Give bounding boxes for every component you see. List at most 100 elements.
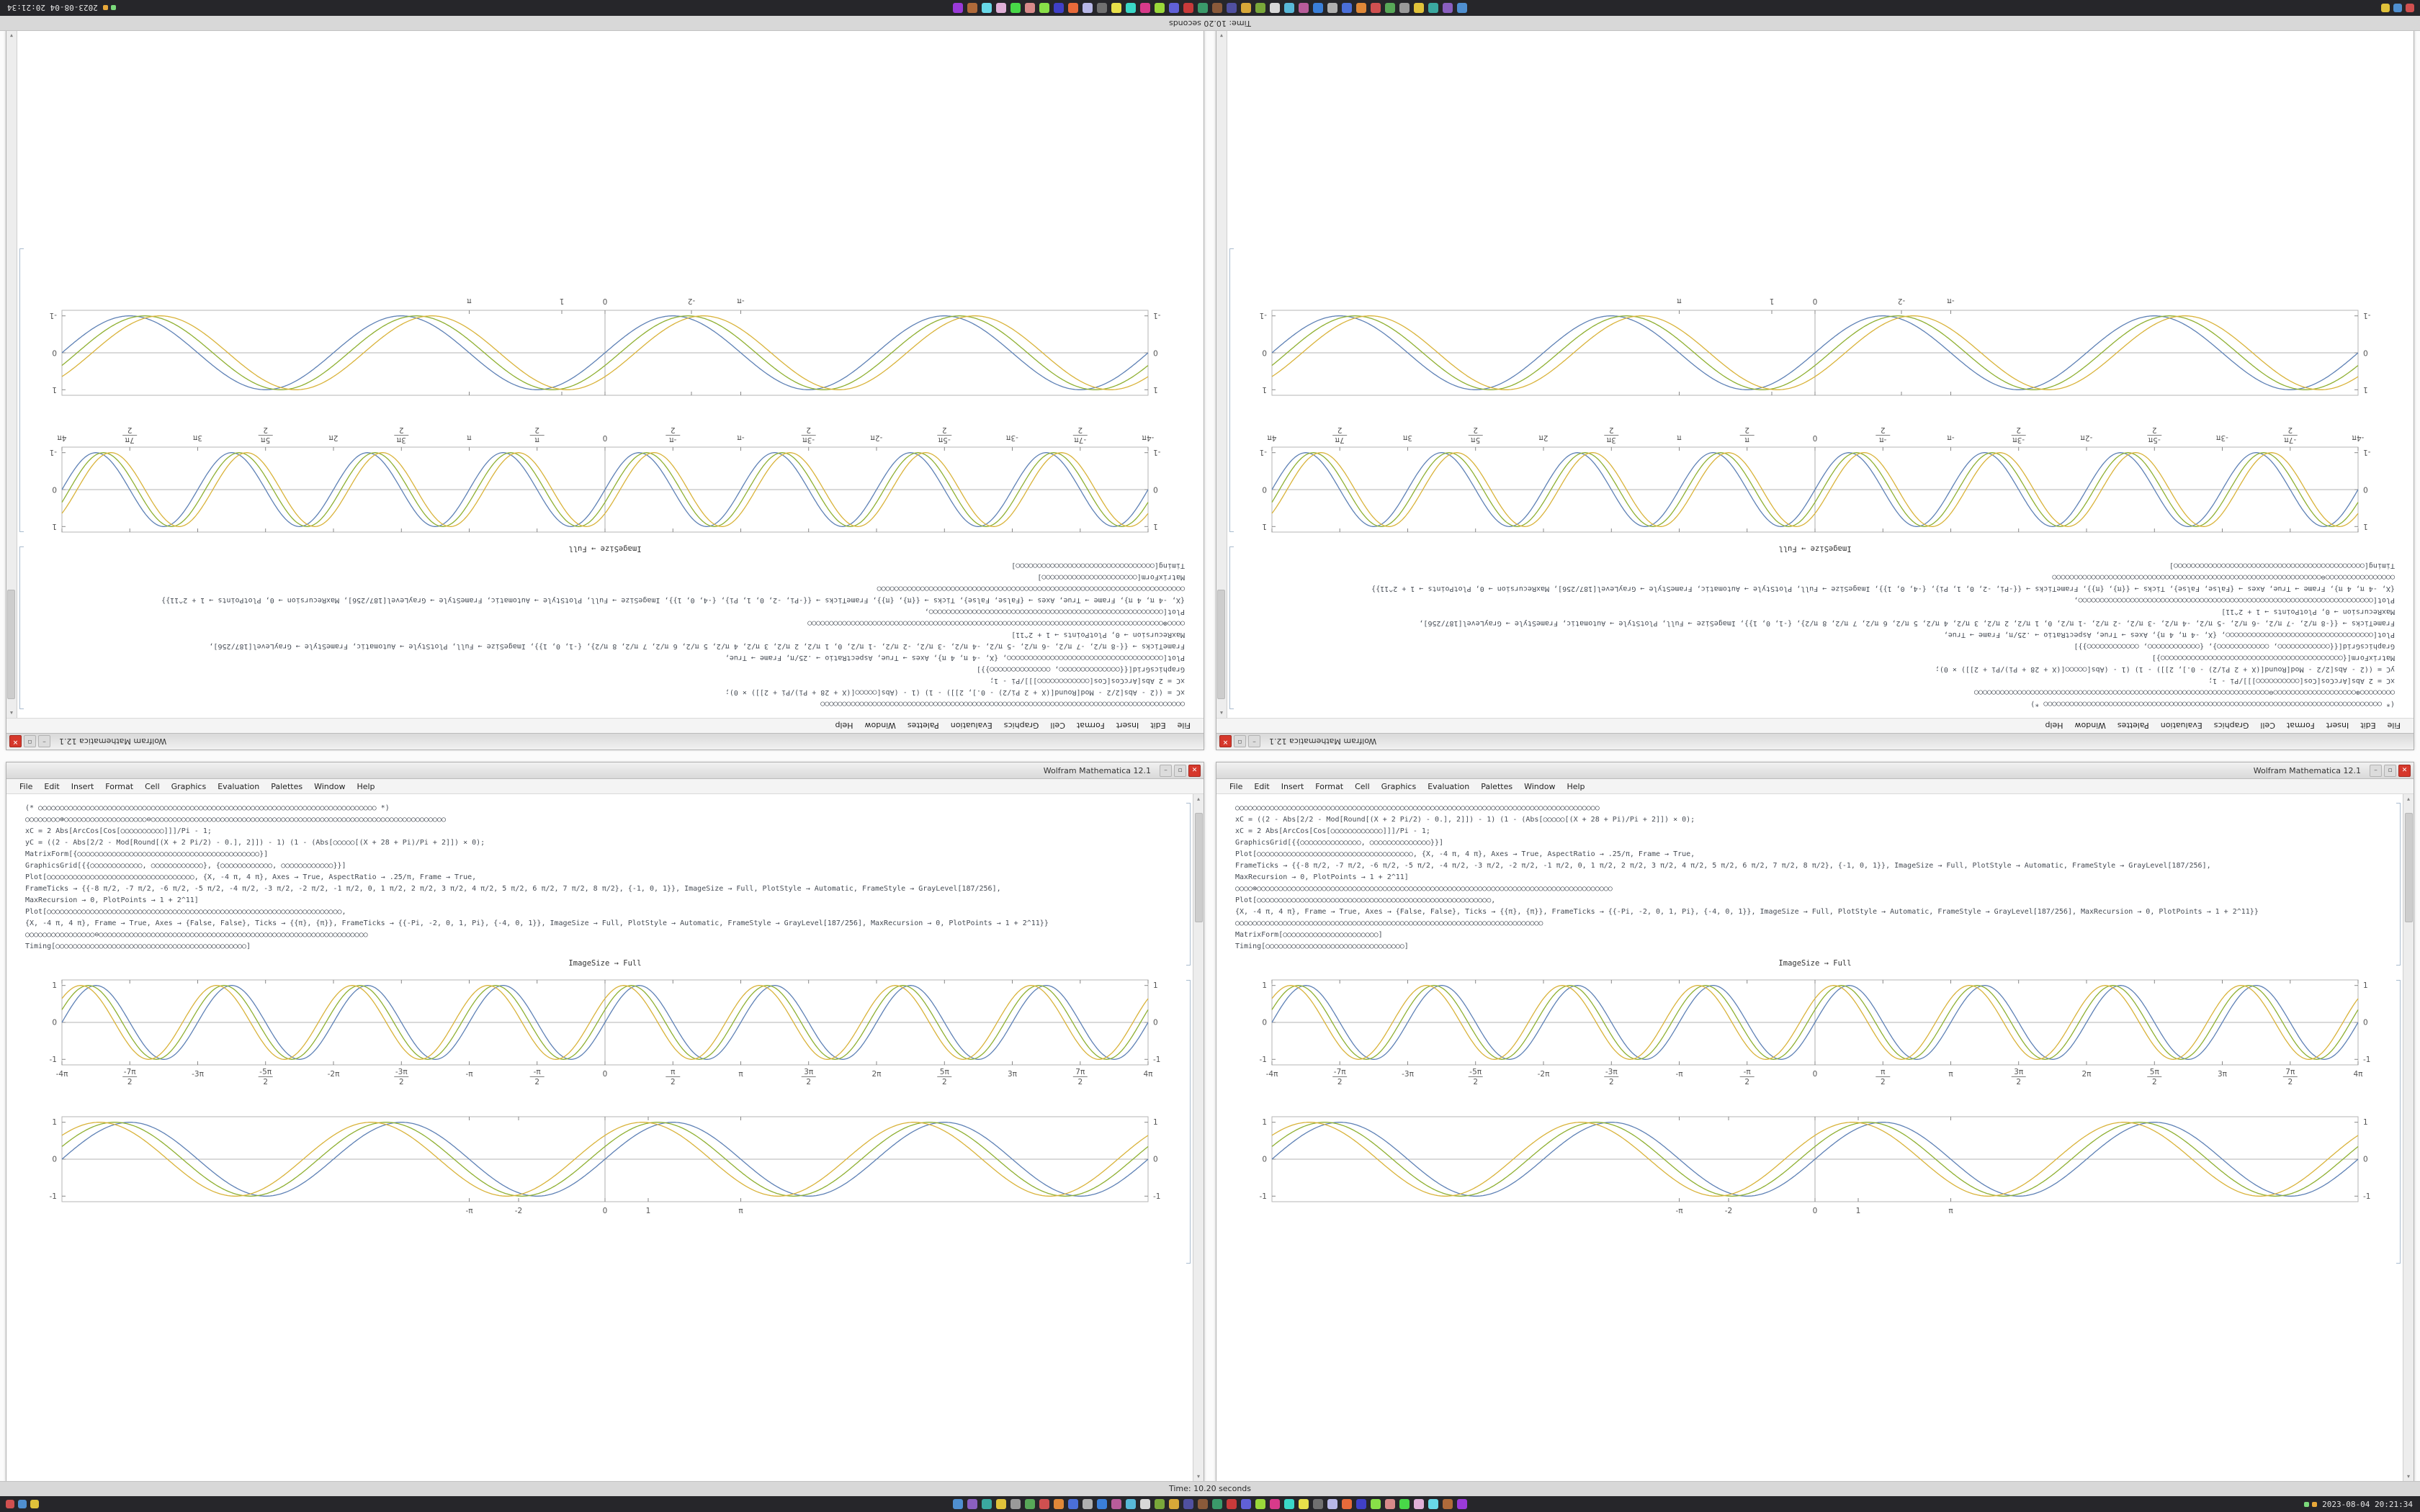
cell-bracket-code[interactable] bbox=[2396, 803, 2401, 966]
scrollbar[interactable]: ▴ ▾ bbox=[6, 31, 17, 718]
taskbar-app-icon[interactable] bbox=[1169, 1499, 1179, 1509]
menu-file[interactable]: File bbox=[1177, 721, 1191, 731]
taskbar-app-icon[interactable] bbox=[1385, 1499, 1395, 1509]
taskbar-app-icon[interactable] bbox=[1299, 1499, 1309, 1509]
menu-palettes[interactable]: Palettes bbox=[1481, 781, 1513, 791]
menu-evaluation[interactable]: Evaluation bbox=[218, 781, 260, 791]
taskbar-app-icon[interactable] bbox=[1068, 1499, 1078, 1509]
taskbar-app-icon[interactable] bbox=[1140, 1499, 1150, 1509]
taskbar-launcher-icon[interactable] bbox=[30, 1500, 39, 1508]
taskbar-app-icon[interactable] bbox=[1414, 1499, 1424, 1509]
taskbar-app-icon[interactable] bbox=[1054, 3, 1064, 13]
scroll-up-icon[interactable]: ▴ bbox=[1220, 710, 1224, 716]
menu-help[interactable]: Help bbox=[1567, 781, 1585, 791]
taskbar-app-icon[interactable] bbox=[1241, 1499, 1251, 1509]
taskbar-app-icon[interactable] bbox=[1270, 3, 1280, 13]
scrollbar-thumb[interactable] bbox=[2405, 813, 2413, 922]
taskbar-app-icon[interactable] bbox=[1313, 3, 1323, 13]
taskbar-app-icon[interactable] bbox=[1399, 3, 1410, 13]
minimize-button[interactable]: – bbox=[1248, 735, 1260, 748]
taskbar-app-icon[interactable] bbox=[1010, 1499, 1021, 1509]
taskbar-launcher-icon[interactable] bbox=[2393, 4, 2402, 12]
close-button[interactable]: ✕ bbox=[1219, 735, 1232, 748]
taskbar-app-icon[interactable] bbox=[1183, 3, 1193, 13]
taskbar-app-icon[interactable] bbox=[1457, 3, 1467, 13]
taskbar-app-icon[interactable] bbox=[1198, 3, 1208, 13]
taskbar-app-icon[interactable] bbox=[1342, 1499, 1352, 1509]
menu-graphics[interactable]: Graphics bbox=[1381, 781, 1417, 791]
taskbar-app-icon[interactable] bbox=[1111, 3, 1121, 13]
taskbar-app-icon[interactable] bbox=[1111, 1499, 1121, 1509]
menu-format[interactable]: Format bbox=[1076, 721, 1105, 731]
taskbar-app-icon[interactable] bbox=[1443, 3, 1453, 13]
taskbar-app-icon[interactable] bbox=[1212, 3, 1222, 13]
scrollbar[interactable]: ▴ ▾ bbox=[2403, 794, 2414, 1481]
menu-window[interactable]: Window bbox=[2074, 721, 2106, 731]
taskbar-launcher-icon[interactable] bbox=[2381, 4, 2390, 12]
menu-window[interactable]: Window bbox=[1524, 781, 1556, 791]
taskbar-app-icon[interactable] bbox=[1414, 3, 1424, 13]
taskbar-app-icon[interactable] bbox=[1255, 3, 1265, 13]
taskbar-launcher-icon[interactable] bbox=[6, 1500, 14, 1508]
cell-bracket-plots[interactable] bbox=[2396, 980, 2401, 1264]
taskbar-app-icon[interactable] bbox=[1428, 3, 1438, 13]
menu-format[interactable]: Format bbox=[1315, 781, 1344, 791]
close-button[interactable]: ✕ bbox=[9, 735, 22, 748]
taskbar-app-icon[interactable] bbox=[1039, 3, 1049, 13]
maximize-button[interactable]: ▫ bbox=[1174, 764, 1186, 777]
taskbar-app-icon[interactable] bbox=[1097, 3, 1107, 13]
taskbar-app-icon[interactable] bbox=[1284, 3, 1294, 13]
taskbar-app-icon[interactable] bbox=[1284, 1499, 1294, 1509]
menu-format[interactable]: Format bbox=[2286, 721, 2315, 731]
scroll-down-icon[interactable]: ▾ bbox=[1196, 1473, 1200, 1480]
taskbar-app-icon[interactable] bbox=[1039, 1499, 1049, 1509]
scroll-up-icon[interactable]: ▴ bbox=[1196, 796, 1200, 802]
scroll-down-icon[interactable]: ▾ bbox=[10, 32, 14, 39]
taskbar-app-icon[interactable] bbox=[982, 3, 992, 13]
menu-palettes[interactable]: Palettes bbox=[271, 781, 303, 791]
menu-edit[interactable]: Edit bbox=[1254, 781, 1270, 791]
taskbar-app-icon[interactable] bbox=[1342, 3, 1352, 13]
maximize-button[interactable]: ▫ bbox=[1234, 735, 1246, 748]
close-button[interactable]: ✕ bbox=[2398, 764, 2411, 777]
menu-cell[interactable]: Cell bbox=[1050, 721, 1065, 731]
menu-format[interactable]: Format bbox=[105, 781, 134, 791]
menu-graphics[interactable]: Graphics bbox=[1003, 721, 1039, 731]
minimize-button[interactable]: – bbox=[2370, 764, 2382, 777]
taskbar-app-icon[interactable] bbox=[1371, 1499, 1381, 1509]
menu-file[interactable]: File bbox=[1229, 781, 1243, 791]
taskbar-launcher-icon[interactable] bbox=[18, 1500, 27, 1508]
taskbar-app-icon[interactable] bbox=[1097, 1499, 1107, 1509]
taskbar-app-icon[interactable] bbox=[1270, 1499, 1280, 1509]
window-titlebar[interactable]: Wolfram Mathematica 12.1 – ▫ ✕ bbox=[6, 762, 1204, 779]
taskbar-app-icon[interactable] bbox=[967, 1499, 977, 1509]
menu-evaluation[interactable]: Evaluation bbox=[1428, 781, 1470, 791]
taskbar-app-icon[interactable] bbox=[982, 1499, 992, 1509]
menu-cell[interactable]: Cell bbox=[2260, 721, 2275, 731]
menu-evaluation[interactable]: Evaluation bbox=[950, 721, 992, 731]
cell-bracket-plots[interactable] bbox=[1186, 980, 1191, 1264]
taskbar-app-icon[interactable] bbox=[1126, 3, 1136, 13]
scrollbar-thumb[interactable] bbox=[1195, 813, 1203, 922]
menu-palettes[interactable]: Palettes bbox=[907, 721, 939, 731]
menu-help[interactable]: Help bbox=[357, 781, 375, 791]
menu-file[interactable]: File bbox=[19, 781, 33, 791]
taskbar-app-icon[interactable] bbox=[1428, 1499, 1438, 1509]
taskbar-app-icon[interactable] bbox=[953, 1499, 963, 1509]
taskbar-app-icon[interactable] bbox=[1313, 1499, 1323, 1509]
menu-insert[interactable]: Insert bbox=[1116, 721, 1139, 731]
scrollbar[interactable]: ▴ ▾ bbox=[1216, 31, 1227, 718]
close-button[interactable]: ✕ bbox=[1188, 764, 1201, 777]
taskbar-app-icon[interactable] bbox=[1227, 1499, 1237, 1509]
taskbar-app-icon[interactable] bbox=[1457, 1499, 1467, 1509]
taskbar-app-icon[interactable] bbox=[1068, 3, 1078, 13]
cell-bracket-plots[interactable] bbox=[1229, 248, 1234, 532]
window-titlebar[interactable]: Wolfram Mathematica 12.1 – ▫ ✕ bbox=[1216, 733, 2414, 750]
taskbar-app-icon[interactable] bbox=[1327, 1499, 1337, 1509]
scroll-up-icon[interactable]: ▴ bbox=[2406, 796, 2410, 802]
taskbar-app-icon[interactable] bbox=[1255, 1499, 1265, 1509]
scrollbar-thumb[interactable] bbox=[7, 590, 15, 699]
menu-cell[interactable]: Cell bbox=[1355, 781, 1370, 791]
minimize-button[interactable]: – bbox=[1160, 764, 1172, 777]
menu-help[interactable]: Help bbox=[835, 721, 853, 731]
